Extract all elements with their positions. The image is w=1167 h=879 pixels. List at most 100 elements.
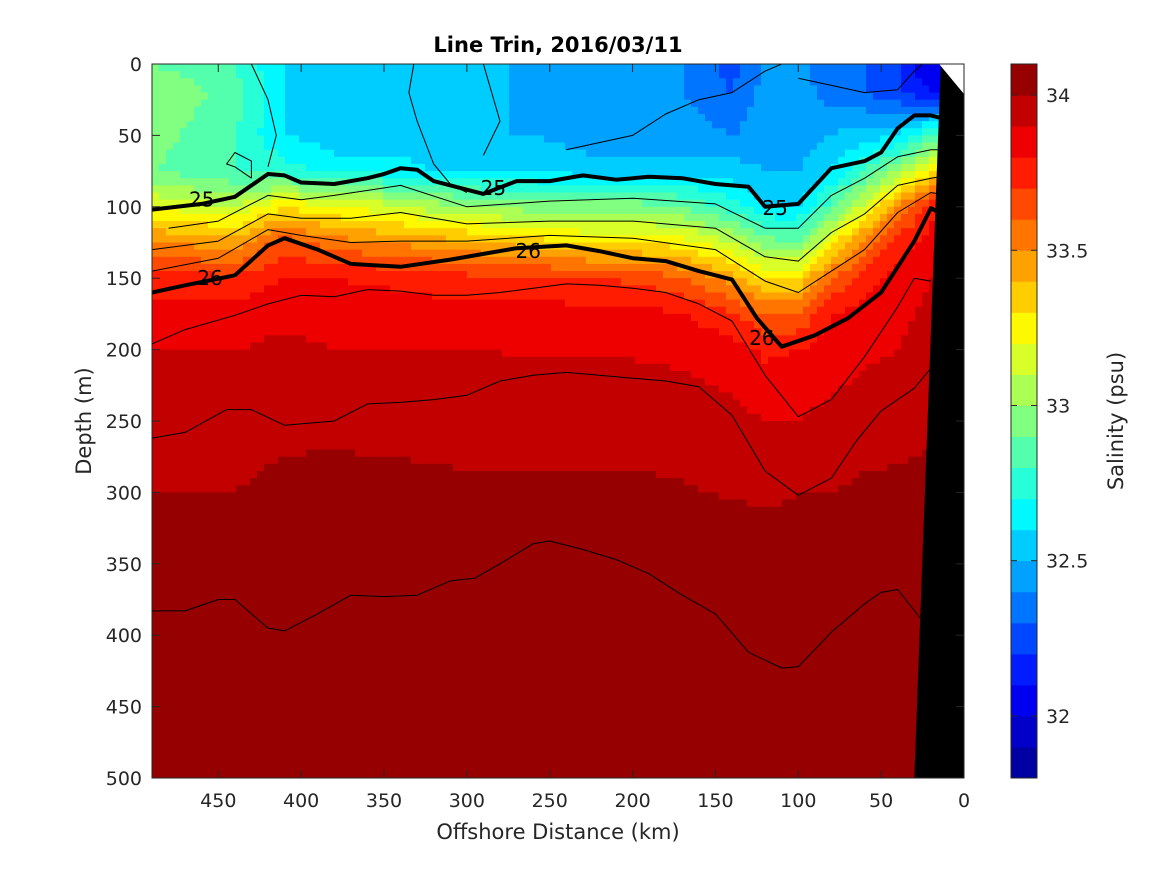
heatmap-cell bbox=[369, 485, 377, 493]
heatmap-cell bbox=[474, 163, 482, 172]
heatmap-cell bbox=[152, 385, 160, 394]
heatmap-cell bbox=[418, 592, 426, 601]
heatmap-cell bbox=[166, 321, 174, 329]
heatmap-cell bbox=[208, 685, 216, 693]
heatmap-cell bbox=[404, 428, 412, 436]
heatmap-cell bbox=[432, 228, 440, 236]
heatmap-cell bbox=[271, 720, 279, 729]
heatmap-cell bbox=[159, 399, 167, 408]
heatmap-cell bbox=[292, 135, 300, 144]
heatmap-cell bbox=[397, 249, 405, 258]
heatmap-cell bbox=[488, 613, 496, 622]
heatmap-cell bbox=[201, 492, 209, 501]
heatmap-cell bbox=[285, 756, 293, 765]
heatmap-cell bbox=[446, 292, 454, 301]
heatmap-cell bbox=[453, 249, 461, 258]
heatmap-cell bbox=[355, 642, 363, 651]
heatmap-cell bbox=[306, 449, 314, 458]
heatmap-cell bbox=[313, 278, 321, 286]
heatmap-cell bbox=[495, 128, 503, 136]
heatmap-cell bbox=[453, 321, 461, 329]
heatmap-cell bbox=[306, 321, 314, 329]
heatmap-cell bbox=[313, 606, 321, 615]
heatmap-cell bbox=[404, 142, 412, 151]
heatmap-cell bbox=[432, 106, 440, 115]
heatmap-cell bbox=[460, 64, 468, 72]
heatmap-cell bbox=[159, 149, 167, 158]
heatmap-cell bbox=[159, 363, 167, 372]
heatmap-cell bbox=[481, 185, 489, 194]
heatmap-cell bbox=[453, 513, 461, 522]
heatmap-cell bbox=[348, 599, 356, 608]
heatmap-cell bbox=[425, 278, 433, 286]
heatmap-cell bbox=[271, 128, 279, 136]
heatmap-cell bbox=[285, 64, 293, 72]
heatmap-cell bbox=[306, 313, 314, 322]
heatmap-cell bbox=[285, 392, 293, 401]
heatmap-cell bbox=[285, 478, 293, 486]
heatmap-cell bbox=[257, 670, 265, 679]
heatmap-cell bbox=[215, 499, 223, 508]
heatmap-cell bbox=[250, 192, 258, 201]
heatmap-cell bbox=[201, 720, 209, 729]
heatmap-cell bbox=[278, 378, 286, 386]
heatmap-cell bbox=[453, 599, 461, 608]
heatmap-cell bbox=[180, 428, 188, 436]
heatmap-cell bbox=[250, 356, 258, 365]
heatmap-cell bbox=[264, 506, 272, 515]
heatmap-cell bbox=[215, 378, 223, 386]
heatmap-cell bbox=[341, 135, 349, 144]
heatmap-cell bbox=[355, 720, 363, 729]
heatmap-cell bbox=[362, 492, 370, 501]
heatmap-cell bbox=[453, 499, 461, 508]
heatmap-cell bbox=[236, 485, 244, 493]
heatmap-cell bbox=[404, 770, 412, 778]
heatmap-cell bbox=[474, 642, 482, 651]
heatmap-cell bbox=[320, 371, 328, 379]
heatmap-cell bbox=[488, 428, 496, 436]
heatmap-cell bbox=[481, 313, 489, 322]
heatmap-cell bbox=[383, 435, 391, 444]
heatmap-cell bbox=[173, 285, 181, 294]
heatmap-cell bbox=[229, 656, 237, 665]
heatmap-cell bbox=[215, 213, 223, 222]
heatmap-cell bbox=[334, 692, 342, 701]
heatmap-cell bbox=[460, 499, 468, 508]
heatmap-cell bbox=[264, 135, 272, 144]
heatmap-cell bbox=[348, 185, 356, 194]
heatmap-cell bbox=[327, 442, 335, 451]
heatmap-cell bbox=[299, 720, 307, 729]
heatmap-cell bbox=[271, 335, 279, 344]
heatmap-cell bbox=[180, 292, 188, 301]
heatmap-cell bbox=[152, 656, 160, 665]
heatmap-cell bbox=[292, 249, 300, 258]
heatmap-cell bbox=[467, 449, 475, 458]
heatmap-cell bbox=[369, 85, 377, 94]
heatmap-cell bbox=[404, 656, 412, 665]
heatmap-cell bbox=[236, 642, 244, 651]
heatmap-cell bbox=[474, 349, 482, 358]
heatmap-cell bbox=[481, 599, 489, 608]
heatmap-cell bbox=[222, 85, 230, 94]
heatmap-cell bbox=[299, 520, 307, 529]
heatmap-cell bbox=[222, 128, 230, 136]
heatmap-cell bbox=[432, 349, 440, 358]
heatmap-cell bbox=[383, 406, 391, 415]
heatmap-cell bbox=[152, 392, 160, 401]
heatmap-cell bbox=[418, 613, 426, 622]
heatmap-cell bbox=[222, 206, 230, 215]
heatmap-cell bbox=[411, 592, 419, 601]
heatmap-cell bbox=[194, 435, 202, 444]
heatmap-cell bbox=[453, 656, 461, 665]
heatmap-cell bbox=[257, 135, 265, 144]
heatmap-cell bbox=[201, 728, 209, 736]
heatmap-cell bbox=[180, 756, 188, 765]
heatmap-cell bbox=[278, 456, 286, 465]
heatmap-cell bbox=[320, 642, 328, 651]
heatmap-cell bbox=[243, 642, 251, 651]
heatmap-cell bbox=[460, 556, 468, 565]
heatmap-cell bbox=[474, 442, 482, 451]
heatmap-cell bbox=[404, 221, 412, 229]
heatmap-cell bbox=[152, 435, 160, 444]
heatmap-cell bbox=[285, 71, 293, 79]
